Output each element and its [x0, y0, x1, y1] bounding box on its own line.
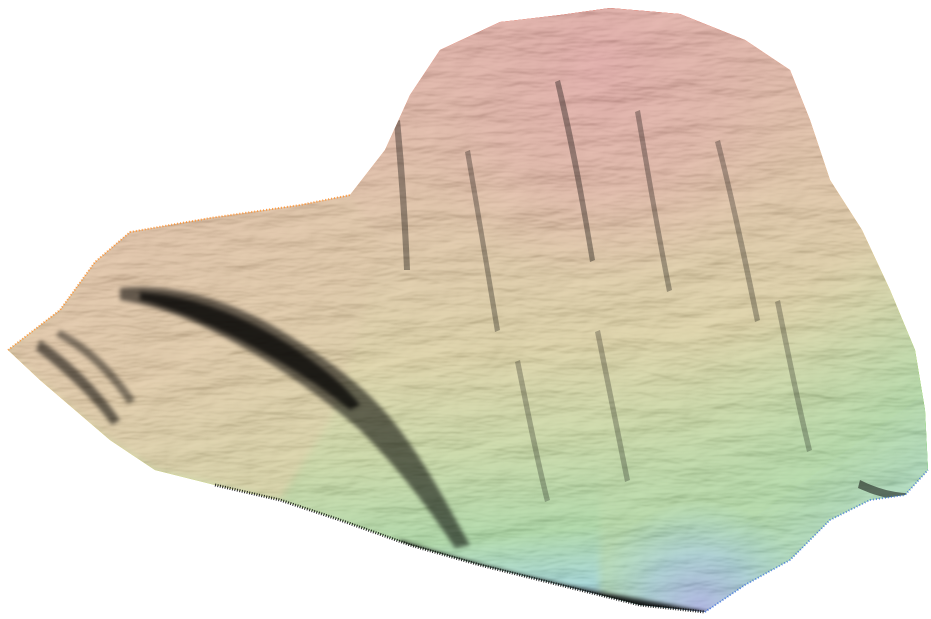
terrain-edge-fringe	[7, 194, 929, 614]
terrain-shadows	[36, 80, 925, 612]
